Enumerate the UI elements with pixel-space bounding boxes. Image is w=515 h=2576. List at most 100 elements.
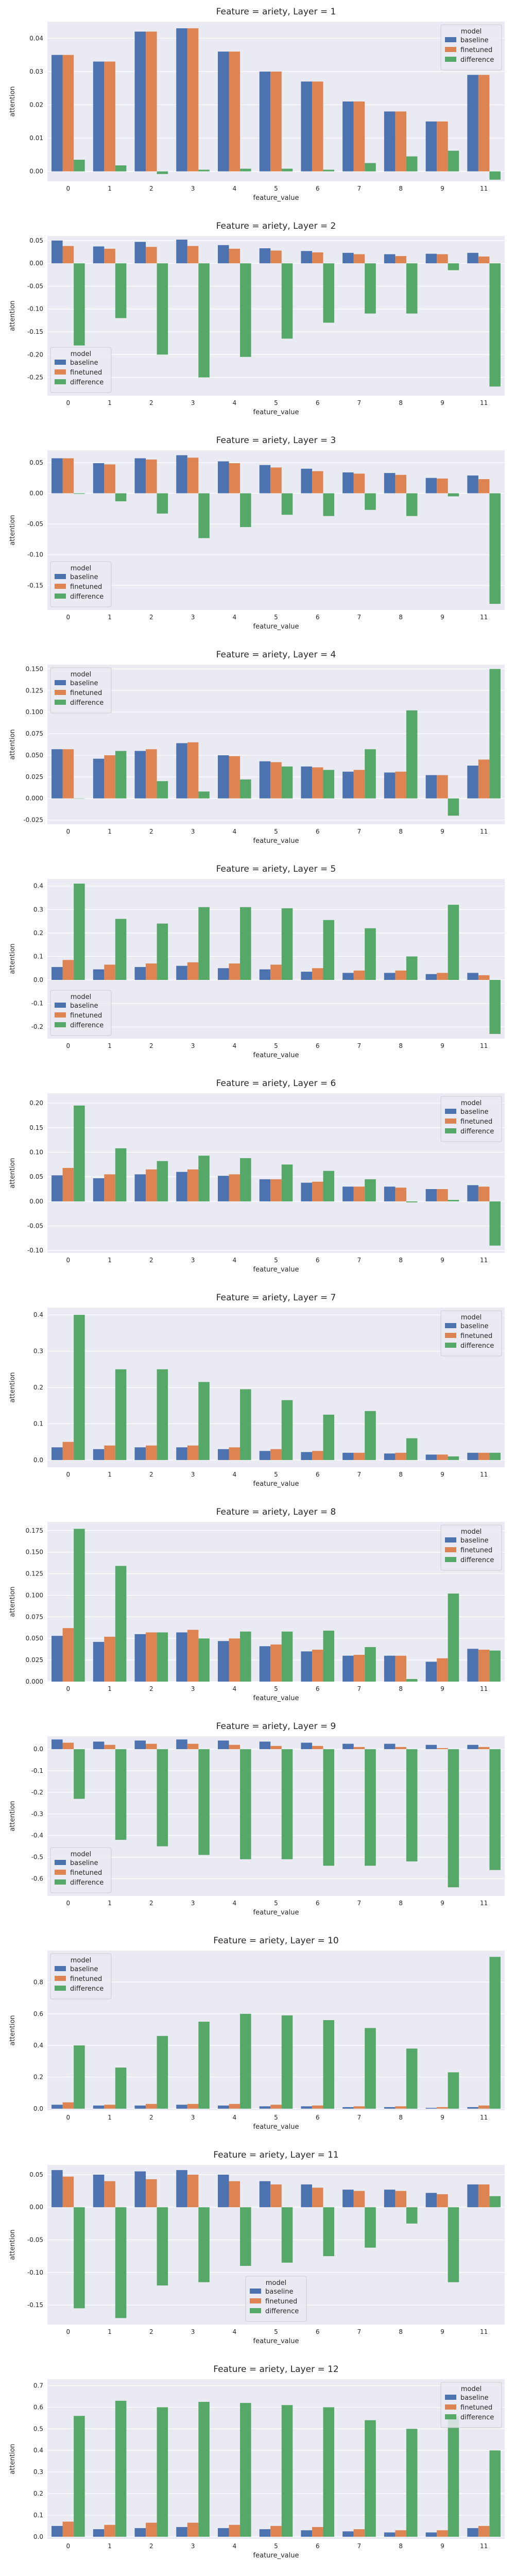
legend-label-difference: difference bbox=[460, 2414, 494, 2421]
x-tick-label: 0 bbox=[66, 1471, 71, 1478]
x-tick-label: 3 bbox=[191, 185, 195, 192]
bar-difference-3 bbox=[198, 170, 210, 172]
bar-baseline-2 bbox=[134, 1740, 146, 1750]
bar-finetuned-7 bbox=[353, 2529, 365, 2537]
x-tick-label: 1 bbox=[108, 185, 112, 192]
bar-finetuned-9 bbox=[437, 775, 448, 799]
bar-finetuned-7 bbox=[353, 101, 365, 172]
bar-difference-0 bbox=[74, 884, 85, 980]
bar-baseline-11 bbox=[467, 2107, 478, 2109]
x-tick-label: 2 bbox=[149, 1257, 153, 1264]
bar-finetuned-1 bbox=[104, 2181, 115, 2208]
x-tick-label: 8 bbox=[399, 2543, 403, 2550]
y-tick-label: -0.1 bbox=[31, 1767, 43, 1774]
chart-panel-10: Feature = ariety, Layer = 10 0.0 0.2 0.4 0.6… bbox=[9, 1936, 505, 2131]
y-tick-label: 0.150 bbox=[26, 1549, 43, 1556]
x-tick-label: 0 bbox=[66, 2328, 71, 2335]
y-tick-label: 0.7 bbox=[33, 2382, 43, 2389]
bar-baseline-1 bbox=[93, 1449, 105, 1460]
legend-swatch-difference bbox=[445, 1343, 456, 1348]
x-tick-label: 4 bbox=[232, 2543, 236, 2550]
x-tick-label: 8 bbox=[399, 399, 403, 406]
bar-difference-3 bbox=[198, 907, 210, 980]
y-tick-label: 0.8 bbox=[33, 1978, 43, 1986]
bar-difference-7 bbox=[365, 263, 376, 314]
y-tick-label: -0.10 bbox=[27, 2269, 43, 2276]
bar-difference-6 bbox=[323, 920, 335, 980]
x-axis-label: feature_value bbox=[253, 2552, 299, 2560]
y-tick-label: 0.15 bbox=[29, 1124, 43, 1131]
bar-baseline-4 bbox=[217, 1449, 229, 1460]
legend-title: model bbox=[71, 993, 91, 1001]
bar-difference-1 bbox=[115, 1749, 127, 1840]
bar-finetuned-1 bbox=[104, 2524, 115, 2537]
x-tick-label: 0 bbox=[66, 828, 71, 835]
legend-swatch-baseline bbox=[55, 1860, 66, 1865]
bar-finetuned-11 bbox=[478, 1747, 490, 1750]
bar-baseline-2 bbox=[134, 1447, 146, 1460]
legend-swatch-difference bbox=[445, 57, 456, 62]
y-tick-label: 0.025 bbox=[26, 773, 43, 781]
bar-difference-5 bbox=[281, 1164, 293, 1201]
bar-difference-5 bbox=[281, 493, 293, 515]
bar-finetuned-11 bbox=[478, 256, 490, 264]
y-tick-label: -0.3 bbox=[31, 1810, 43, 1818]
y-tick-label: -0.2 bbox=[31, 1789, 43, 1796]
x-axis-label: feature_value bbox=[253, 623, 299, 631]
x-tick-label: 5 bbox=[274, 185, 278, 192]
bar-finetuned-4 bbox=[229, 52, 241, 172]
bar-baseline-0 bbox=[52, 2170, 63, 2208]
bar-finetuned-6 bbox=[312, 1181, 323, 1201]
bar-baseline-8 bbox=[384, 473, 396, 494]
y-tick-label: 0.150 bbox=[26, 665, 43, 672]
x-tick-label: 8 bbox=[399, 2114, 403, 2121]
bar-difference-7 bbox=[365, 928, 376, 980]
bar-finetuned-8 bbox=[395, 970, 406, 980]
x-tick-label: 2 bbox=[149, 614, 153, 621]
bar-finetuned-2 bbox=[146, 1632, 157, 1682]
y-tick-label: -0.05 bbox=[27, 282, 43, 290]
bar-difference-7 bbox=[365, 1411, 376, 1460]
legend-swatch-finetuned bbox=[445, 1118, 456, 1124]
bar-difference-9 bbox=[448, 493, 459, 497]
bar-baseline-5 bbox=[259, 2106, 271, 2109]
bar-finetuned-6 bbox=[312, 81, 323, 172]
bar-baseline-8 bbox=[384, 1655, 396, 1682]
bar-finetuned-9 bbox=[437, 1748, 448, 1750]
bar-difference-4 bbox=[240, 168, 251, 172]
x-tick-label: 9 bbox=[440, 2328, 444, 2335]
x-tick-label: 4 bbox=[232, 399, 236, 406]
x-tick-label: 5 bbox=[274, 2543, 278, 2550]
x-tick-label: 2 bbox=[149, 185, 153, 192]
bar-baseline-1 bbox=[93, 2529, 105, 2537]
x-tick-label: 7 bbox=[357, 1257, 362, 1264]
chart-title: Feature = ariety, Layer = 4 bbox=[216, 650, 336, 660]
bar-finetuned-7 bbox=[353, 254, 365, 264]
y-tick-label: 0.2 bbox=[33, 1384, 43, 1391]
bar-finetuned-6 bbox=[312, 968, 323, 980]
chart-panel-2: Feature = ariety, Layer = 2 -0.25 -0.20 -0.… bbox=[9, 221, 505, 416]
bar-difference-0 bbox=[74, 1749, 85, 1799]
legend-label-baseline: baseline bbox=[265, 2288, 293, 2296]
bar-baseline-4 bbox=[217, 755, 229, 799]
y-axis-label: attention bbox=[9, 2015, 16, 2045]
bar-finetuned-6 bbox=[312, 252, 323, 264]
bar-baseline-0 bbox=[52, 1739, 63, 1750]
x-tick-label: 5 bbox=[274, 399, 278, 406]
bar-baseline-9 bbox=[425, 121, 437, 172]
y-tick-label: 0.000 bbox=[26, 1678, 43, 1685]
bar-difference-1 bbox=[115, 1369, 127, 1460]
bar-difference-4 bbox=[240, 2403, 251, 2537]
x-tick-label: 5 bbox=[274, 1685, 278, 1692]
y-tick-label: 0.03 bbox=[29, 68, 43, 75]
bar-difference-8 bbox=[406, 1749, 418, 1861]
bar-finetuned-3 bbox=[187, 457, 199, 494]
legend-swatch-baseline bbox=[445, 2395, 456, 2400]
bar-finetuned-0 bbox=[62, 749, 74, 799]
y-axis-label: attention bbox=[9, 86, 16, 116]
legend-label-baseline: baseline bbox=[460, 37, 488, 44]
bar-baseline-8 bbox=[384, 2107, 396, 2109]
bar-finetuned-3 bbox=[187, 2522, 199, 2537]
